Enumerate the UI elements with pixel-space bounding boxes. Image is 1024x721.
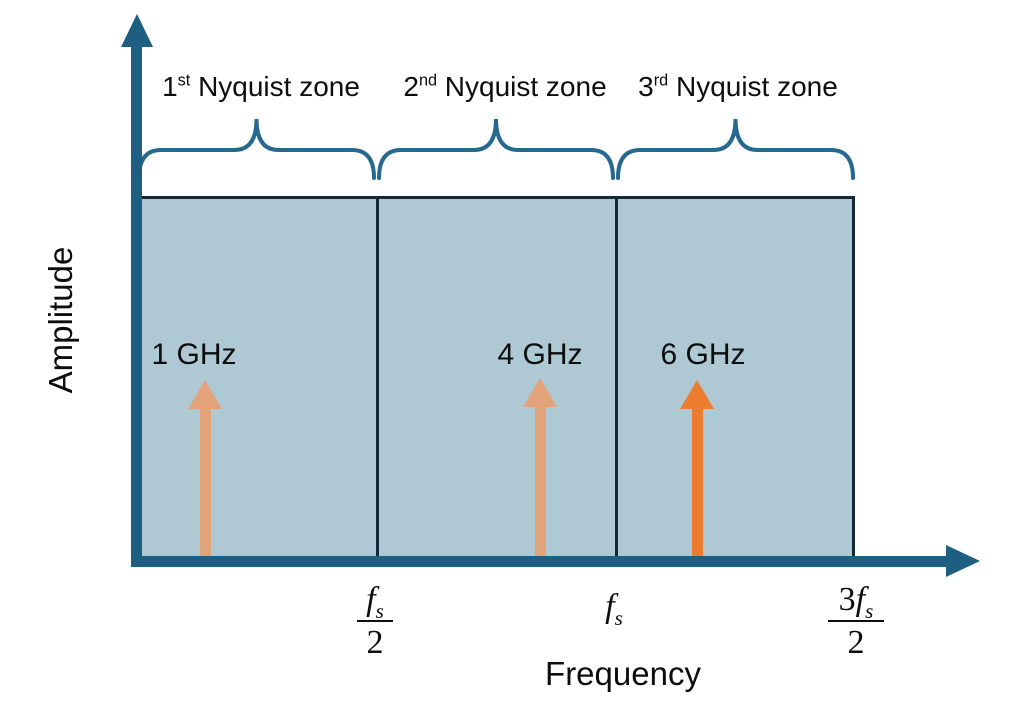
signal-arrowhead-6ghz-icon (680, 380, 714, 409)
zone-3-ordinal: 3 (638, 71, 654, 102)
signal-arrow-1ghz (188, 380, 222, 560)
nyquist-zones-box (139, 196, 855, 560)
tick-fs-over-2: fs 2 (357, 582, 393, 660)
zone-label-1: 1st Nyquist zone (162, 70, 360, 104)
tick-fs-over-2-numerator: fs (366, 581, 384, 623)
brace-zone-1 (137, 118, 376, 180)
tick-3fs-over-2-denominator: 2 (847, 623, 865, 661)
signal-arrow-shaft-1ghz (199, 408, 211, 560)
x-axis-line (131, 556, 947, 567)
zone-3-ordinal-suffix: rd (653, 71, 669, 90)
zone-1-ordinal: 1 (162, 71, 178, 102)
zone-2-label-rest: Nyquist zone (437, 71, 607, 102)
y-axis-title: Amplitude (42, 246, 79, 394)
signal-label-4ghz: 4 GHz (497, 338, 583, 371)
signal-arrow-4ghz (523, 378, 557, 560)
zone-divider-fs (615, 196, 618, 560)
fraction-bar (828, 619, 884, 622)
zone-label-3: 3rd Nyquist zone (638, 70, 838, 104)
signal-arrow-shaft-6ghz (691, 408, 703, 560)
x-axis-arrowhead-icon (946, 545, 980, 577)
zone-divider-fs2 (376, 196, 379, 560)
zone-label-2: 2nd Nyquist zone (403, 70, 606, 104)
signal-arrow-6ghz (680, 380, 714, 560)
zone-2-ordinal-suffix: nd (418, 71, 437, 90)
signal-label-6ghz: 6 GHz (660, 338, 746, 371)
tick-fs: fs (605, 588, 623, 630)
zone-3-label-rest: Nyquist zone (668, 71, 838, 102)
zone-braces (137, 118, 855, 180)
zone-1-ordinal-suffix: st (177, 71, 191, 90)
zone-1-label-rest: Nyquist zone (190, 71, 360, 102)
tick-3fs-over-2: 3fs 2 (828, 582, 884, 660)
x-axis-title: Frequency (545, 655, 701, 692)
brace-zone-2 (377, 118, 615, 180)
tick-fs-over-2-denominator: 2 (366, 623, 384, 661)
zone-2-ordinal: 2 (403, 71, 419, 102)
y-axis-arrowhead-icon (121, 14, 153, 47)
signal-arrow-shaft-4ghz (534, 406, 546, 560)
signal-arrowhead-4ghz-icon (523, 378, 557, 407)
y-axis-line (131, 44, 142, 567)
tick-3fs-over-2-numerator: 3fs (838, 581, 874, 623)
brace-zone-3 (616, 118, 855, 180)
fraction-bar (357, 619, 393, 622)
signal-label-1ghz: 1 GHz (151, 338, 237, 371)
signal-arrowhead-1ghz-icon (188, 380, 222, 409)
